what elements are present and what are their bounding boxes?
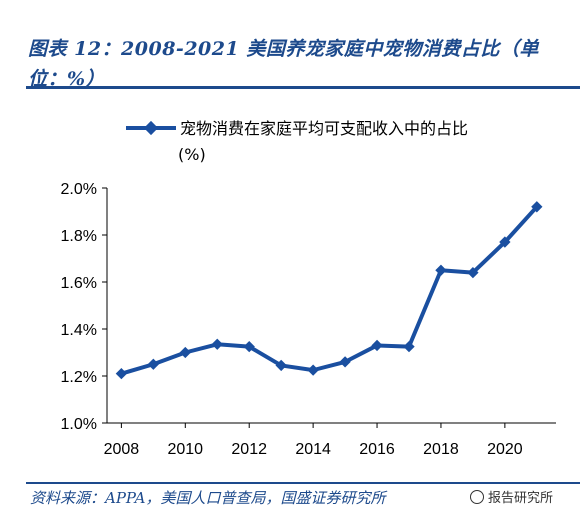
watermark: 报告研究所 [470, 487, 553, 506]
x-tick-label: 2014 [295, 441, 331, 458]
tick-labels: 1.0% 1.2% 1.4% 1.6% 1.8% 2.0% 2008 2010 2012 2014… [61, 181, 523, 458]
data-point [499, 236, 511, 248]
data-point [339, 356, 351, 368]
y-tick-label: 1.4% [61, 322, 97, 339]
data-point [179, 346, 191, 359]
axes [102, 187, 556, 428]
data-point [435, 264, 447, 276]
data-point [403, 340, 415, 353]
data-point [275, 359, 287, 372]
y-tick-label: 1.0% [61, 416, 97, 433]
series-line [120, 205, 539, 376]
watermark-label: 报告研究所 [488, 491, 554, 506]
data-point [307, 364, 319, 376]
title-divider [26, 86, 580, 89]
x-tick-label: 2010 [167, 441, 203, 458]
data-point [243, 340, 255, 353]
data-point [467, 266, 479, 279]
legend-marker [143, 120, 159, 136]
legend: 宠物消费在家庭平均可支配收入中的占比 (%) [126, 119, 468, 164]
wechat-icon [470, 490, 484, 504]
x-tick-label: 2018 [423, 441, 459, 458]
data-point [531, 201, 543, 213]
y-tick-label: 1.8% [61, 228, 97, 245]
x-tick-label: 2012 [231, 441, 267, 458]
y-tick-label: 2.0% [61, 181, 97, 198]
y-tick-label: 1.2% [61, 369, 97, 386]
legend-label-line1: 宠物消费在家庭平均可支配收入中的占比 [180, 119, 468, 138]
data-point [211, 338, 223, 350]
data-point [147, 358, 159, 370]
x-tick-label: 2008 [104, 441, 140, 458]
legend-label-line2: (%) [178, 145, 206, 164]
chart-title: 图表 12：2008-2021 美国养宠家庭中宠物消费占比（单位：%） [28, 38, 539, 90]
source-note: 资料来源：APPA，美国人口普查局，国盛证券研究所 [30, 489, 386, 507]
footer-divider [26, 482, 580, 484]
series-line-group [115, 201, 543, 380]
x-tick-label: 2020 [487, 441, 523, 458]
data-point [115, 367, 128, 380]
y-tick-label: 1.6% [61, 275, 97, 292]
data-point [371, 339, 383, 352]
x-tick-label: 2016 [359, 441, 395, 458]
